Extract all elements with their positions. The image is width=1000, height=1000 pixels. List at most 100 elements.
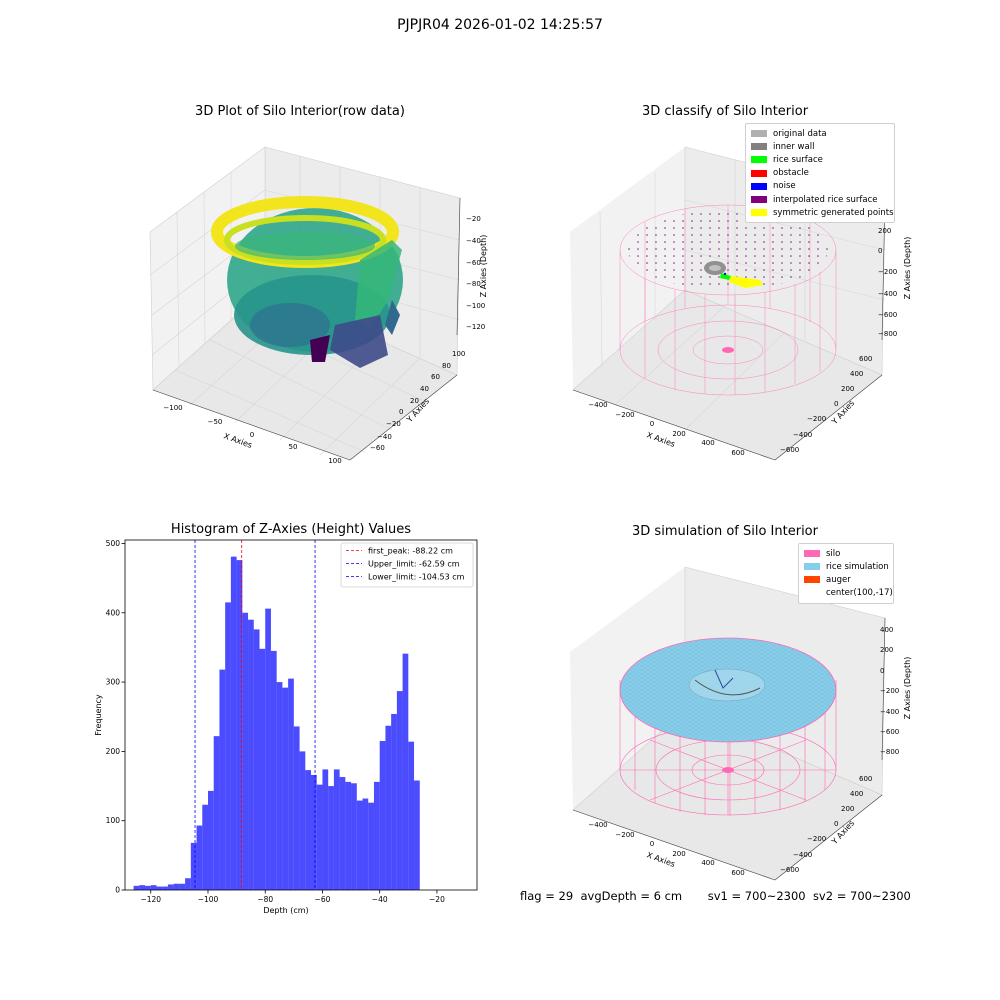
- classify-plot-title: 3D classify of Silo Interior: [641, 104, 809, 119]
- svg-text:Z Axies (Depth): Z Axies (Depth): [903, 657, 912, 720]
- svg-text:Z Axies (Depth): Z Axies (Depth): [479, 235, 488, 298]
- histogram-bar: [219, 669, 226, 890]
- svg-text:200: 200: [880, 646, 893, 654]
- svg-text:−100: −100: [163, 404, 182, 412]
- svg-text:−200: −200: [615, 831, 634, 839]
- histogram-bar: [396, 691, 403, 890]
- histogram-bar: [368, 802, 374, 890]
- histogram-bar: [356, 800, 363, 890]
- legend-item: original data: [751, 127, 889, 140]
- svg-text:40: 40: [420, 385, 429, 393]
- histogram-bar: [139, 885, 146, 890]
- histogram-bar: [408, 741, 415, 890]
- svg-text:−200: −200: [807, 835, 826, 843]
- legend-item: auger: [804, 573, 888, 586]
- svg-text:−600: −600: [880, 728, 899, 736]
- legend-label: Lower_limit: -104.53 cm: [368, 573, 465, 582]
- histogram-bar: [333, 769, 340, 890]
- svg-text:0: 0: [650, 840, 654, 848]
- svg-text:−100: −100: [466, 302, 485, 310]
- svg-text:0: 0: [878, 247, 882, 255]
- x-tick-label: −60: [315, 895, 331, 904]
- histogram-bar: [179, 883, 186, 890]
- histogram-bar: [202, 804, 208, 890]
- histogram-bar: [276, 682, 283, 890]
- svg-text:−400: −400: [793, 431, 812, 439]
- histogram-bar: [293, 726, 300, 890]
- raw-point-cloud: [211, 196, 403, 368]
- histogram-bar: [190, 842, 197, 890]
- svg-text:400: 400: [850, 370, 863, 378]
- svg-text:Z Axies (Depth): Z Axies (Depth): [903, 237, 912, 300]
- panel-classify-3d: 3D classify of Silo Interior: [555, 100, 925, 470]
- histogram-bar: [362, 798, 369, 890]
- svg-text:200: 200: [672, 430, 685, 438]
- y-tick-label: 200: [106, 747, 121, 756]
- simulation-plot-title: 3D simulation of Silo Interior: [632, 524, 818, 539]
- svg-text:0: 0: [834, 820, 838, 828]
- histogram-title: Histogram of Z-Axies (Height) Values: [171, 522, 411, 537]
- y-axis-label: Frequency: [94, 694, 103, 736]
- svg-text:−120: −120: [466, 323, 485, 331]
- raw-z-axis: −20 −40 −60 −80 −100 −120 Z Axies (Depth…: [456, 197, 488, 336]
- histogram-bar: [270, 650, 277, 890]
- svg-text:−600: −600: [780, 446, 799, 454]
- y-tick-label: 400: [106, 608, 121, 617]
- svg-text:−200: −200: [807, 415, 826, 423]
- figure-title: PJPJR04 2026-01-02 14:25:57: [397, 17, 603, 33]
- histogram-bar: [225, 602, 231, 890]
- histogram-bar: [248, 619, 254, 890]
- histogram-chart: Histogram of Z-Axies (Height) Values −120…: [94, 522, 478, 915]
- legend-label: Upper_limit: -62.59 cm: [368, 560, 460, 569]
- svg-text:−40: −40: [466, 237, 481, 245]
- status-footer: flag = 29 avgDepth = 6 cm sv1 = 700~2300…: [520, 889, 911, 903]
- histogram-bar: [145, 885, 151, 890]
- histogram-bar: [236, 560, 243, 890]
- histogram-bar: [150, 885, 157, 890]
- histogram-bar: [167, 884, 174, 890]
- histogram-bar: [328, 786, 334, 890]
- x-axis-label: Depth (cm): [263, 906, 308, 915]
- x-tick-label: −120: [140, 895, 161, 904]
- svg-text:400: 400: [880, 626, 893, 634]
- svg-text:200: 200: [841, 385, 854, 393]
- svg-text:20: 20: [410, 397, 419, 405]
- svg-text:−80: −80: [466, 280, 481, 288]
- svg-text:400: 400: [701, 859, 714, 867]
- x-tick-label: −100: [198, 895, 219, 904]
- histogram-legend: [340, 542, 474, 588]
- svg-text:−400: −400: [878, 290, 897, 298]
- svg-text:600: 600: [731, 449, 744, 457]
- histogram-bar: [379, 740, 386, 890]
- legend-item: symmetric generated points: [751, 206, 894, 219]
- legend-item: rice surface: [751, 153, 889, 166]
- histogram-bar: [345, 781, 352, 890]
- histogram-bar: [322, 769, 329, 890]
- panel-histogram: Histogram of Z-Axies (Height) Values −120…: [0, 515, 500, 915]
- svg-text:0: 0: [834, 400, 838, 408]
- svg-text:−200: −200: [880, 687, 899, 695]
- sv2-text: sv2 = 700~2300: [812, 889, 911, 903]
- y-tick-label: 300: [106, 678, 121, 687]
- svg-text:−20: −20: [386, 420, 401, 428]
- legend-item: inner wall: [751, 140, 889, 153]
- histogram-bar: [259, 648, 266, 890]
- legend-item: obstacle: [751, 167, 889, 180]
- panel-simulation-3d: 3D simulation of Silo Interior: [555, 520, 925, 890]
- svg-text:−400: −400: [880, 708, 899, 716]
- y-tick-label: 500: [106, 539, 121, 548]
- histogram-bar: [133, 885, 140, 890]
- svg-text:−600: −600: [878, 311, 897, 319]
- histogram-bar: [173, 883, 180, 890]
- y-tick-label: 0: [115, 886, 120, 895]
- sim-rice-surface: [619, 637, 837, 743]
- svg-text:−400: −400: [588, 821, 607, 829]
- svg-text:−200: −200: [615, 411, 634, 419]
- histogram-bar: [299, 751, 306, 890]
- histogram-bar: [213, 736, 220, 890]
- histogram-bar: [339, 777, 346, 890]
- histogram-bar: [402, 653, 409, 890]
- histogram-bar: [207, 790, 214, 890]
- legend-item: center(100,-17): [826, 588, 893, 599]
- x-tick-label: −40: [372, 895, 388, 904]
